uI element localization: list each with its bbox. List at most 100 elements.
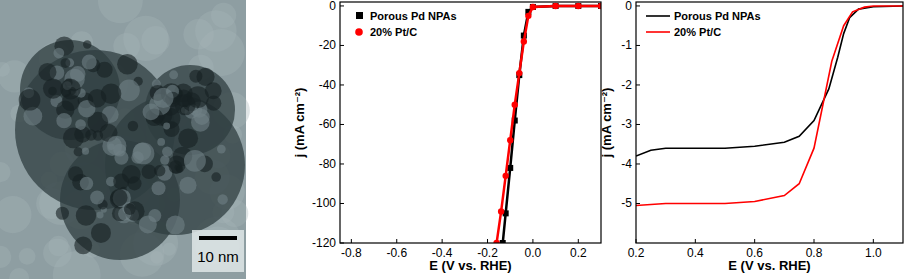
tem-texture [123, 16, 168, 61]
x-tick [396, 239, 397, 243]
tem-pore [56, 113, 71, 128]
tem-texture [9, 268, 29, 279]
chart: 0.20.40.60.81.00-1-2-3-4-5Porous Pd NPAs… [599, 0, 903, 273]
tem-pore [184, 150, 206, 172]
x-tick-label: 1.0 [865, 246, 882, 260]
legend-label: 20% Pt/C [370, 26, 417, 38]
series-marker [530, 4, 536, 10]
tem-pore [166, 216, 185, 235]
tem-pore [143, 103, 160, 120]
tem-pore [68, 166, 83, 181]
tem-pore [82, 148, 89, 155]
tem-pore [74, 147, 83, 156]
y-tick-label: -20 [319, 38, 337, 52]
tem-pore [124, 203, 136, 215]
x-tick [351, 239, 352, 243]
tem-pore [101, 83, 122, 104]
y-tick-label: -5 [621, 196, 632, 210]
tem-pore [142, 164, 157, 179]
tem-pore [53, 48, 64, 59]
y-tick-label: -100 [312, 196, 336, 210]
tem-pore [80, 177, 93, 190]
x-tick-label: 0.2 [570, 246, 587, 260]
tem-pore [62, 94, 79, 111]
tem-pore [91, 223, 111, 243]
tem-pore [205, 82, 222, 99]
tem-pore [38, 63, 56, 81]
y-axis-label: j (mA cm⁻²) [599, 88, 614, 159]
series-marker [575, 3, 581, 9]
tem-texture [0, 246, 11, 268]
scale-bar [199, 236, 237, 240]
legend-marker [355, 28, 363, 36]
tem-pore [211, 172, 221, 182]
tem-image: 10 nm [0, 0, 250, 279]
y-axis-label: j (mA cm⁻²) [292, 88, 307, 159]
scale-bar-bg [192, 230, 244, 272]
tem-pore [19, 89, 41, 111]
series-marker [552, 3, 558, 9]
x-tick-label: 0.4 [687, 246, 704, 260]
series-line [503, 6, 601, 243]
tem-pore [97, 212, 104, 219]
plot-area [636, 6, 903, 206]
tem-pore [179, 177, 196, 194]
series-line [497, 6, 601, 243]
plot-area [493, 3, 601, 243]
tem-texture [19, 248, 36, 265]
tem-pore [110, 189, 127, 206]
tem-pore [217, 194, 227, 204]
plot-frame [340, 2, 601, 243]
tem-texture [0, 62, 10, 77]
tem-background [0, 0, 246, 279]
tem-pore [191, 113, 210, 132]
series-marker [553, 3, 559, 9]
tem-pore [113, 174, 129, 190]
tem-texture [0, 162, 11, 182]
tem-pore [153, 88, 173, 108]
series-marker [502, 173, 508, 179]
x-tick [442, 239, 443, 243]
tem-particle [60, 140, 180, 260]
x-tick-label: 0.0 [525, 246, 542, 260]
tem-pore [178, 128, 198, 148]
y-tick-label: -60 [319, 117, 337, 131]
tem-pore [90, 190, 104, 204]
legend-label: Porous Pd NPAs [370, 10, 457, 22]
plot-frame [636, 2, 903, 243]
y-tick-label: -40 [319, 78, 337, 92]
series-marker [521, 38, 527, 44]
scale-bar-label: 10 nm [197, 248, 239, 265]
tem-pore [74, 236, 92, 254]
series-marker [525, 13, 531, 19]
x-tick-label: 0.2 [628, 246, 645, 260]
tem-pore [117, 54, 138, 75]
x-axis-label: E (V vs. RHE) [728, 258, 810, 273]
x-tick-label: -0.8 [341, 246, 362, 260]
tem-pore [176, 166, 183, 173]
series-line [636, 6, 903, 156]
tem-pore [160, 155, 169, 164]
tem-pore [163, 123, 170, 130]
tem-texture [53, 251, 101, 279]
tem-pore [56, 207, 69, 220]
tem-pore [148, 209, 161, 222]
x-tick [754, 239, 755, 243]
x-axis-label: E (V vs. RHE) [429, 258, 511, 273]
tem-pore [127, 176, 141, 190]
tem-pore [76, 205, 96, 225]
y-tick-label: 0 [329, 0, 336, 13]
tem-pore [118, 80, 140, 102]
series-marker [575, 3, 581, 9]
x-tick-label: -0.6 [386, 246, 407, 260]
legend-line [646, 15, 670, 17]
x-tick [814, 239, 815, 243]
tem-pore [83, 40, 91, 48]
legend-marker [356, 12, 363, 19]
series-marker [530, 4, 536, 10]
series-marker [512, 102, 518, 108]
x-tick [695, 239, 696, 243]
y-tick-label: -3 [621, 117, 632, 131]
tem-pore [131, 151, 143, 163]
tem-texture [98, 0, 143, 23]
